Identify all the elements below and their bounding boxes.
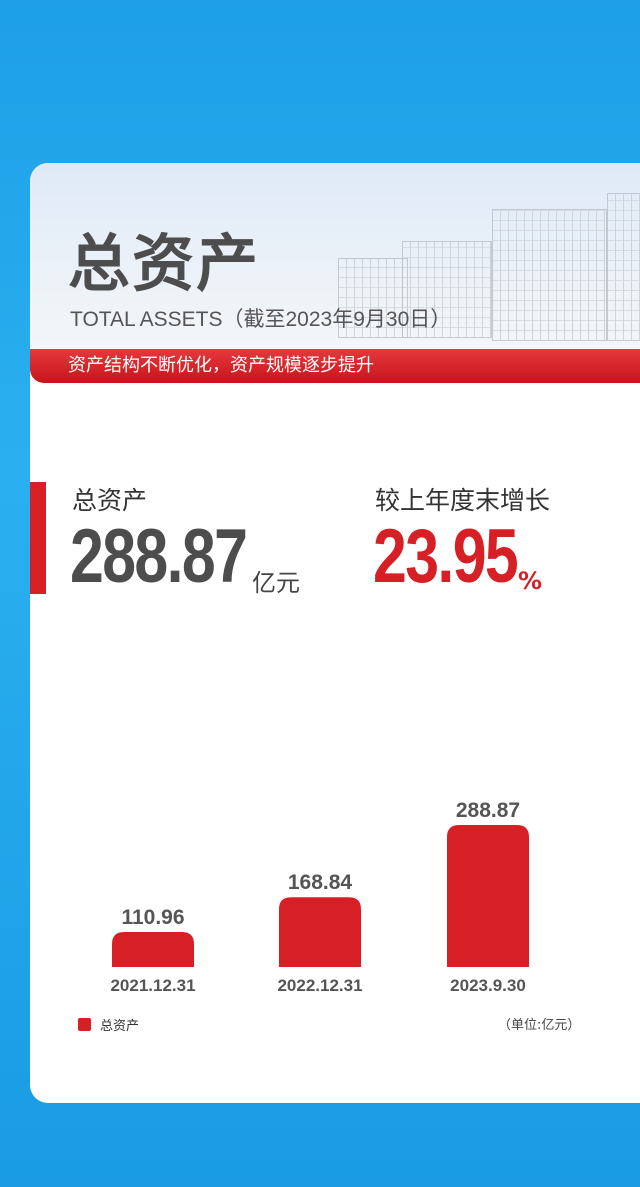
total-assets-card: 总资产 TOTAL ASSETS（截至2023年9月30日） 资产结构不断优化，… <box>30 163 640 1103</box>
bar-chart: 110.96 2021.12.31 168.84 2022.12.31 288.87 20… <box>110 799 529 995</box>
x-tick-label: 2022.12.31 <box>277 976 362 995</box>
growth-value: 23.95 <box>373 514 519 599</box>
unit-note: （单位:亿元） <box>498 1018 581 1033</box>
growth-label: 较上年度末增长 <box>375 486 551 515</box>
total-label: 总资产 <box>72 486 148 515</box>
building-illustration <box>338 258 408 338</box>
legend-label: 总资产 <box>100 1019 140 1034</box>
x-tick-label: 2023.9.30 <box>450 976 526 995</box>
building-illustration <box>607 193 640 341</box>
building-illustration <box>402 241 492 338</box>
bar <box>112 931 194 967</box>
header-banner <box>30 163 640 353</box>
page-subtitle: TOTAL ASSETS（截至2023年9月30日） <box>70 308 452 331</box>
accent-bar <box>30 482 46 594</box>
total-value: 288.87 <box>70 514 248 599</box>
page-title: 总资产 <box>68 227 261 300</box>
x-tick-label: 2021.12.31 <box>110 976 195 995</box>
legend: 总资产 <box>78 1015 139 1034</box>
building-illustration <box>492 209 607 341</box>
bar <box>279 897 361 967</box>
growth-unit: % <box>518 567 543 595</box>
tagline-banner: 资产结构不断优化，资产规模逐步提升 <box>30 349 640 383</box>
bar <box>447 825 529 967</box>
bar-value-label: 288.87 <box>456 799 520 822</box>
total-unit: 亿元 <box>252 569 300 597</box>
bar-value-label: 110.96 <box>121 906 184 929</box>
legend-swatch <box>78 1018 91 1031</box>
bar-value-label: 168.84 <box>288 871 353 894</box>
